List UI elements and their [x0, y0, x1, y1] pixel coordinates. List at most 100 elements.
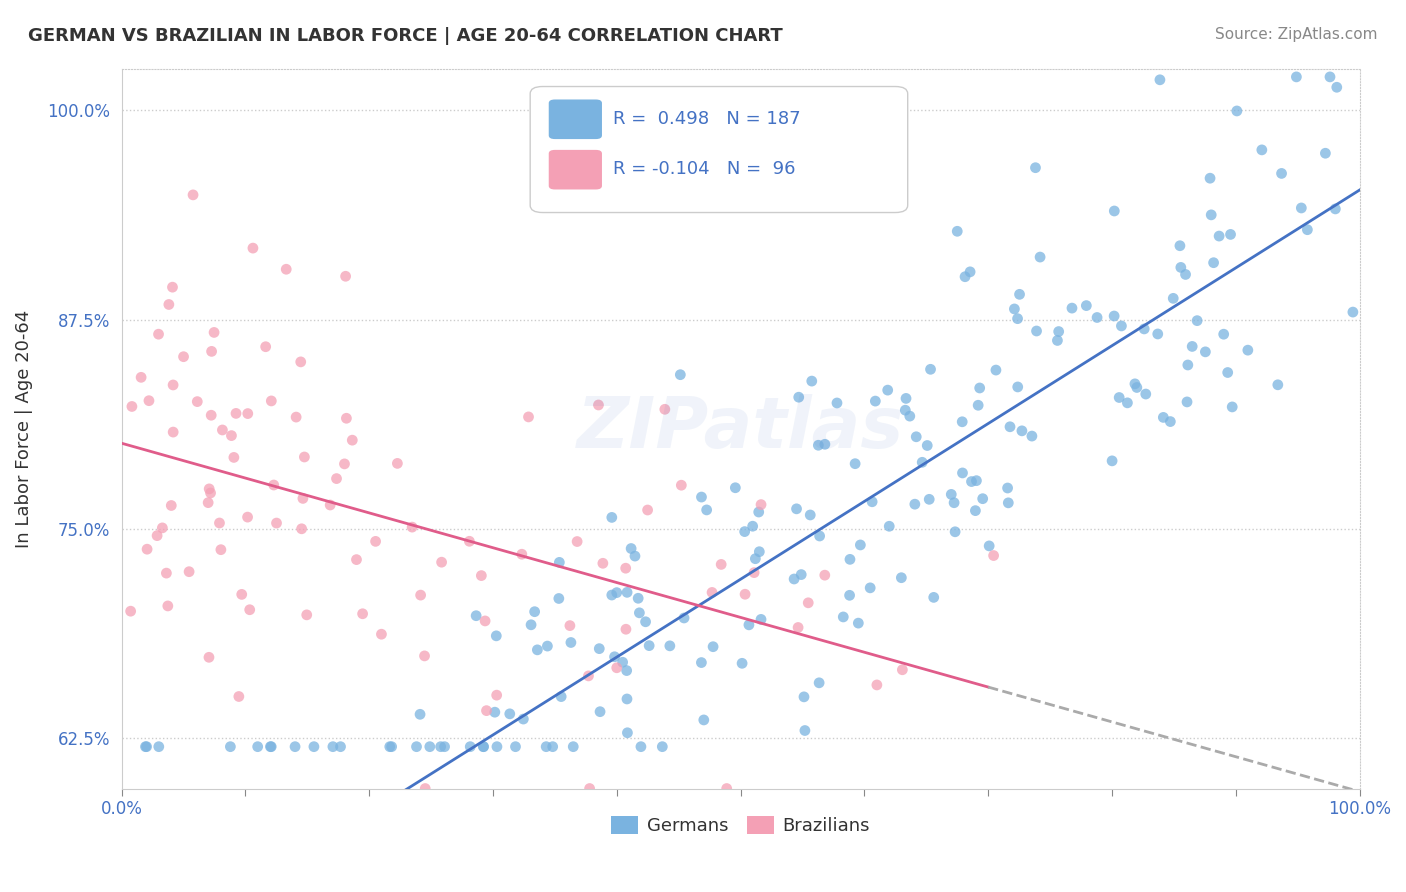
Point: [1152, 410, 1174, 425]
Point: [742, 566, 765, 580]
Point: [589, 705, 612, 719]
Text: GERMAN VS BRAZILIAN IN LABOR FORCE | AGE 20-64 CORRELATION CHART: GERMAN VS BRAZILIAN IN LABOR FORCE | AGE…: [28, 27, 783, 45]
Point: [547, 591, 569, 606]
Point: [291, 491, 314, 506]
Point: [998, 419, 1021, 434]
Point: [342, 433, 364, 447]
Text: R =  0.498   N = 187: R = 0.498 N = 187: [613, 110, 801, 128]
Point: [470, 568, 492, 582]
Point: [155, 566, 177, 581]
Point: [953, 269, 976, 284]
Point: [1133, 322, 1156, 336]
Point: [370, 627, 392, 641]
Point: [335, 269, 357, 284]
Point: [1060, 301, 1083, 315]
Point: [433, 739, 456, 754]
Point: [588, 398, 610, 412]
Point: [797, 596, 820, 610]
Point: [364, 534, 387, 549]
Point: [465, 608, 488, 623]
Point: [616, 725, 638, 739]
Point: [352, 607, 374, 621]
Point: [129, 370, 152, 384]
Point: [744, 551, 766, 566]
Point: [969, 381, 991, 395]
Point: [409, 588, 432, 602]
Point: [849, 538, 872, 552]
Point: [520, 617, 543, 632]
Point: [616, 585, 638, 599]
Point: [401, 520, 423, 534]
Point: [322, 739, 344, 754]
Point: [1011, 424, 1033, 438]
Point: [1116, 396, 1139, 410]
Point: [1199, 208, 1222, 222]
Point: [136, 542, 159, 557]
Point: [197, 496, 219, 510]
Point: [600, 588, 623, 602]
Point: [512, 712, 534, 726]
Point: [260, 739, 283, 754]
FancyBboxPatch shape: [530, 87, 908, 212]
Point: [292, 450, 315, 464]
Point: [302, 739, 325, 754]
Point: [239, 603, 262, 617]
Point: [541, 739, 564, 754]
Point: [146, 528, 169, 542]
Point: [162, 425, 184, 439]
Point: [485, 629, 508, 643]
Point: [202, 326, 225, 340]
Point: [578, 781, 600, 796]
Point: [156, 599, 179, 613]
Point: [911, 455, 934, 469]
Point: [808, 529, 831, 543]
Point: [562, 739, 585, 754]
Point: [654, 402, 676, 417]
Point: [808, 675, 831, 690]
Point: [627, 591, 650, 606]
Point: [941, 487, 963, 501]
Point: [485, 739, 508, 754]
Point: [1202, 256, 1225, 270]
Point: [1007, 311, 1029, 326]
Point: [814, 568, 837, 582]
Point: [1324, 202, 1347, 216]
Point: [1208, 229, 1230, 244]
Point: [472, 739, 495, 754]
Text: R = -0.104   N =  96: R = -0.104 N = 96: [613, 161, 796, 178]
Point: [1104, 204, 1126, 219]
Point: [1149, 72, 1171, 87]
Point: [1237, 343, 1260, 358]
Point: [1219, 227, 1241, 242]
Point: [517, 409, 540, 424]
Point: [905, 430, 928, 444]
Point: [800, 374, 823, 388]
Point: [319, 498, 342, 512]
FancyBboxPatch shape: [548, 150, 602, 189]
Point: [616, 692, 638, 706]
Point: [783, 572, 806, 586]
Point: [242, 241, 264, 255]
Point: [749, 498, 772, 512]
Point: [138, 393, 160, 408]
Point: [997, 481, 1019, 495]
Point: [219, 739, 242, 754]
Point: [284, 739, 307, 754]
Point: [578, 669, 600, 683]
Point: [211, 423, 233, 437]
Point: [1108, 391, 1130, 405]
Point: [259, 739, 281, 754]
Point: [793, 690, 815, 704]
Point: [246, 739, 269, 754]
Point: [1285, 70, 1308, 84]
Point: [959, 265, 981, 279]
Point: [716, 781, 738, 796]
Point: [832, 610, 855, 624]
Point: [329, 739, 352, 754]
Point: [734, 587, 756, 601]
Point: [560, 635, 582, 649]
Point: [1029, 250, 1052, 264]
Point: [134, 739, 156, 754]
Point: [702, 640, 724, 654]
Point: [458, 534, 481, 549]
